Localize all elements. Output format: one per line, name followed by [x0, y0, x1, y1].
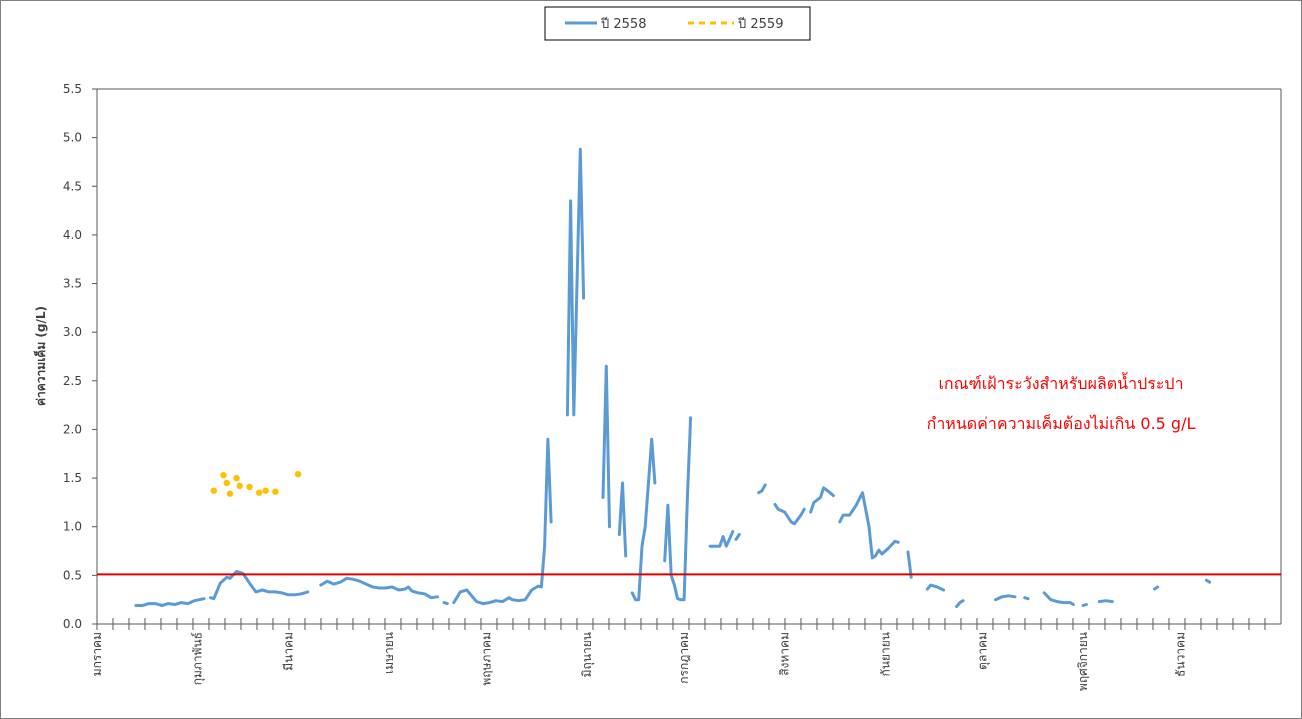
- series-2558-segment: [601, 364, 611, 529]
- y-axis-label: ค่าความเค็ม (g/L): [33, 306, 48, 406]
- month-label: สิงหาคม: [778, 632, 792, 676]
- series-2558-segment: [617, 481, 628, 558]
- annotation-line-2: กำหนดค่าความเค็มต้องไม่เกิน 0.5 g/L: [927, 413, 1196, 433]
- series-2559-point: [210, 487, 217, 494]
- y-tick-label: 5.0: [63, 131, 82, 145]
- series-2559-point: [262, 487, 269, 494]
- series-2558-segment: [906, 550, 913, 579]
- series-2559-point: [233, 474, 240, 482]
- series-2558: [134, 147, 1212, 608]
- series-2559-point: [223, 479, 230, 487]
- series-2558-segment: [1023, 596, 1030, 601]
- series-2559-point: [294, 471, 302, 478]
- legend: ปี 2558 ปี 2559: [544, 6, 811, 41]
- series-2558-segment: [1097, 599, 1114, 604]
- series-2558-segment: [708, 530, 735, 548]
- y-tick-label: 3.5: [63, 277, 82, 291]
- month-label: กรกฎาคม: [677, 632, 691, 684]
- series-2558-segment: [452, 437, 553, 606]
- series-2558-segment: [565, 147, 586, 417]
- series-2558-segment: [1081, 603, 1088, 607]
- y-tick-label: 4.0: [63, 228, 82, 242]
- y-tick-label: 3.0: [63, 325, 82, 339]
- month-label: มีนาคม: [281, 632, 295, 671]
- series-2559-point: [236, 482, 243, 490]
- month-label: ธันวาคม: [1173, 632, 1187, 677]
- series-2558-segment: [1042, 591, 1075, 606]
- month-labels: มกราคม กุมภาพันธ์ มีนาคม เมษายน พฤษภาคม มิถุน…: [90, 632, 1187, 691]
- series-2558-segment: [1153, 585, 1160, 591]
- month-label: พฤศจิกายน: [1076, 632, 1090, 691]
- series-2558-segment: [663, 416, 693, 602]
- series-2559-point: [220, 472, 227, 479]
- month-label: ตุลาคม: [976, 632, 991, 670]
- month-label: มกราคม: [90, 632, 104, 676]
- y-tick-label: 0.5: [63, 568, 82, 582]
- series-2559-point: [246, 483, 253, 490]
- month-label: พฤษภาคม: [479, 632, 493, 686]
- y-tick-label: 2.5: [63, 374, 82, 388]
- legend-label-2558: ปี 2558: [600, 16, 646, 32]
- month-label: กุมภาพันธ์: [191, 632, 206, 685]
- month-label: กันยายน: [878, 632, 892, 676]
- series-2558-segment: [630, 437, 657, 602]
- y-tick-label: 1.5: [63, 471, 82, 485]
- series-2558-segment: [734, 533, 741, 541]
- y-ticks: 0.0 0.5 1.0 1.5 2.0 2.5 3.0 3.5 4.0 4.5 5.0 5.5: [63, 82, 97, 631]
- series-2558-segment: [319, 576, 440, 600]
- y-tick-label: 4.5: [63, 179, 82, 193]
- series-2558-segment: [955, 599, 965, 608]
- series-2558-segment: [209, 570, 310, 601]
- series-2559-point: [226, 490, 234, 497]
- x-ticks: [96, 618, 1266, 630]
- series-2559-point: [256, 489, 263, 496]
- y-tick-label: 0.0: [63, 617, 82, 631]
- series-2558-segment: [994, 594, 1017, 602]
- series-2558-segment: [773, 502, 806, 526]
- y-tick-label: 2.0: [63, 422, 82, 436]
- series-2558-segment: [757, 483, 767, 495]
- legend-label-2559: ปี 2559: [737, 16, 783, 32]
- series-2558-segment: [838, 491, 900, 560]
- series-2559-point: [272, 488, 279, 495]
- month-label: มิถุนายน: [580, 632, 595, 677]
- series-2558-segment: [442, 601, 449, 606]
- y-tick-label: 1.0: [63, 520, 82, 534]
- series-2558-segment: [134, 597, 206, 607]
- y-tick-label: 5.5: [63, 82, 82, 96]
- series-2558-segment: [809, 486, 835, 514]
- series-2558-segment: [925, 583, 946, 592]
- series-2559: [210, 471, 302, 497]
- series-2558-segment: [1204, 578, 1212, 584]
- annotation-line-1: เกณฑ์เฝ้าระวังสำหรับผลิตน้ำประปา: [938, 372, 1183, 393]
- month-label: เมษายน: [382, 632, 396, 674]
